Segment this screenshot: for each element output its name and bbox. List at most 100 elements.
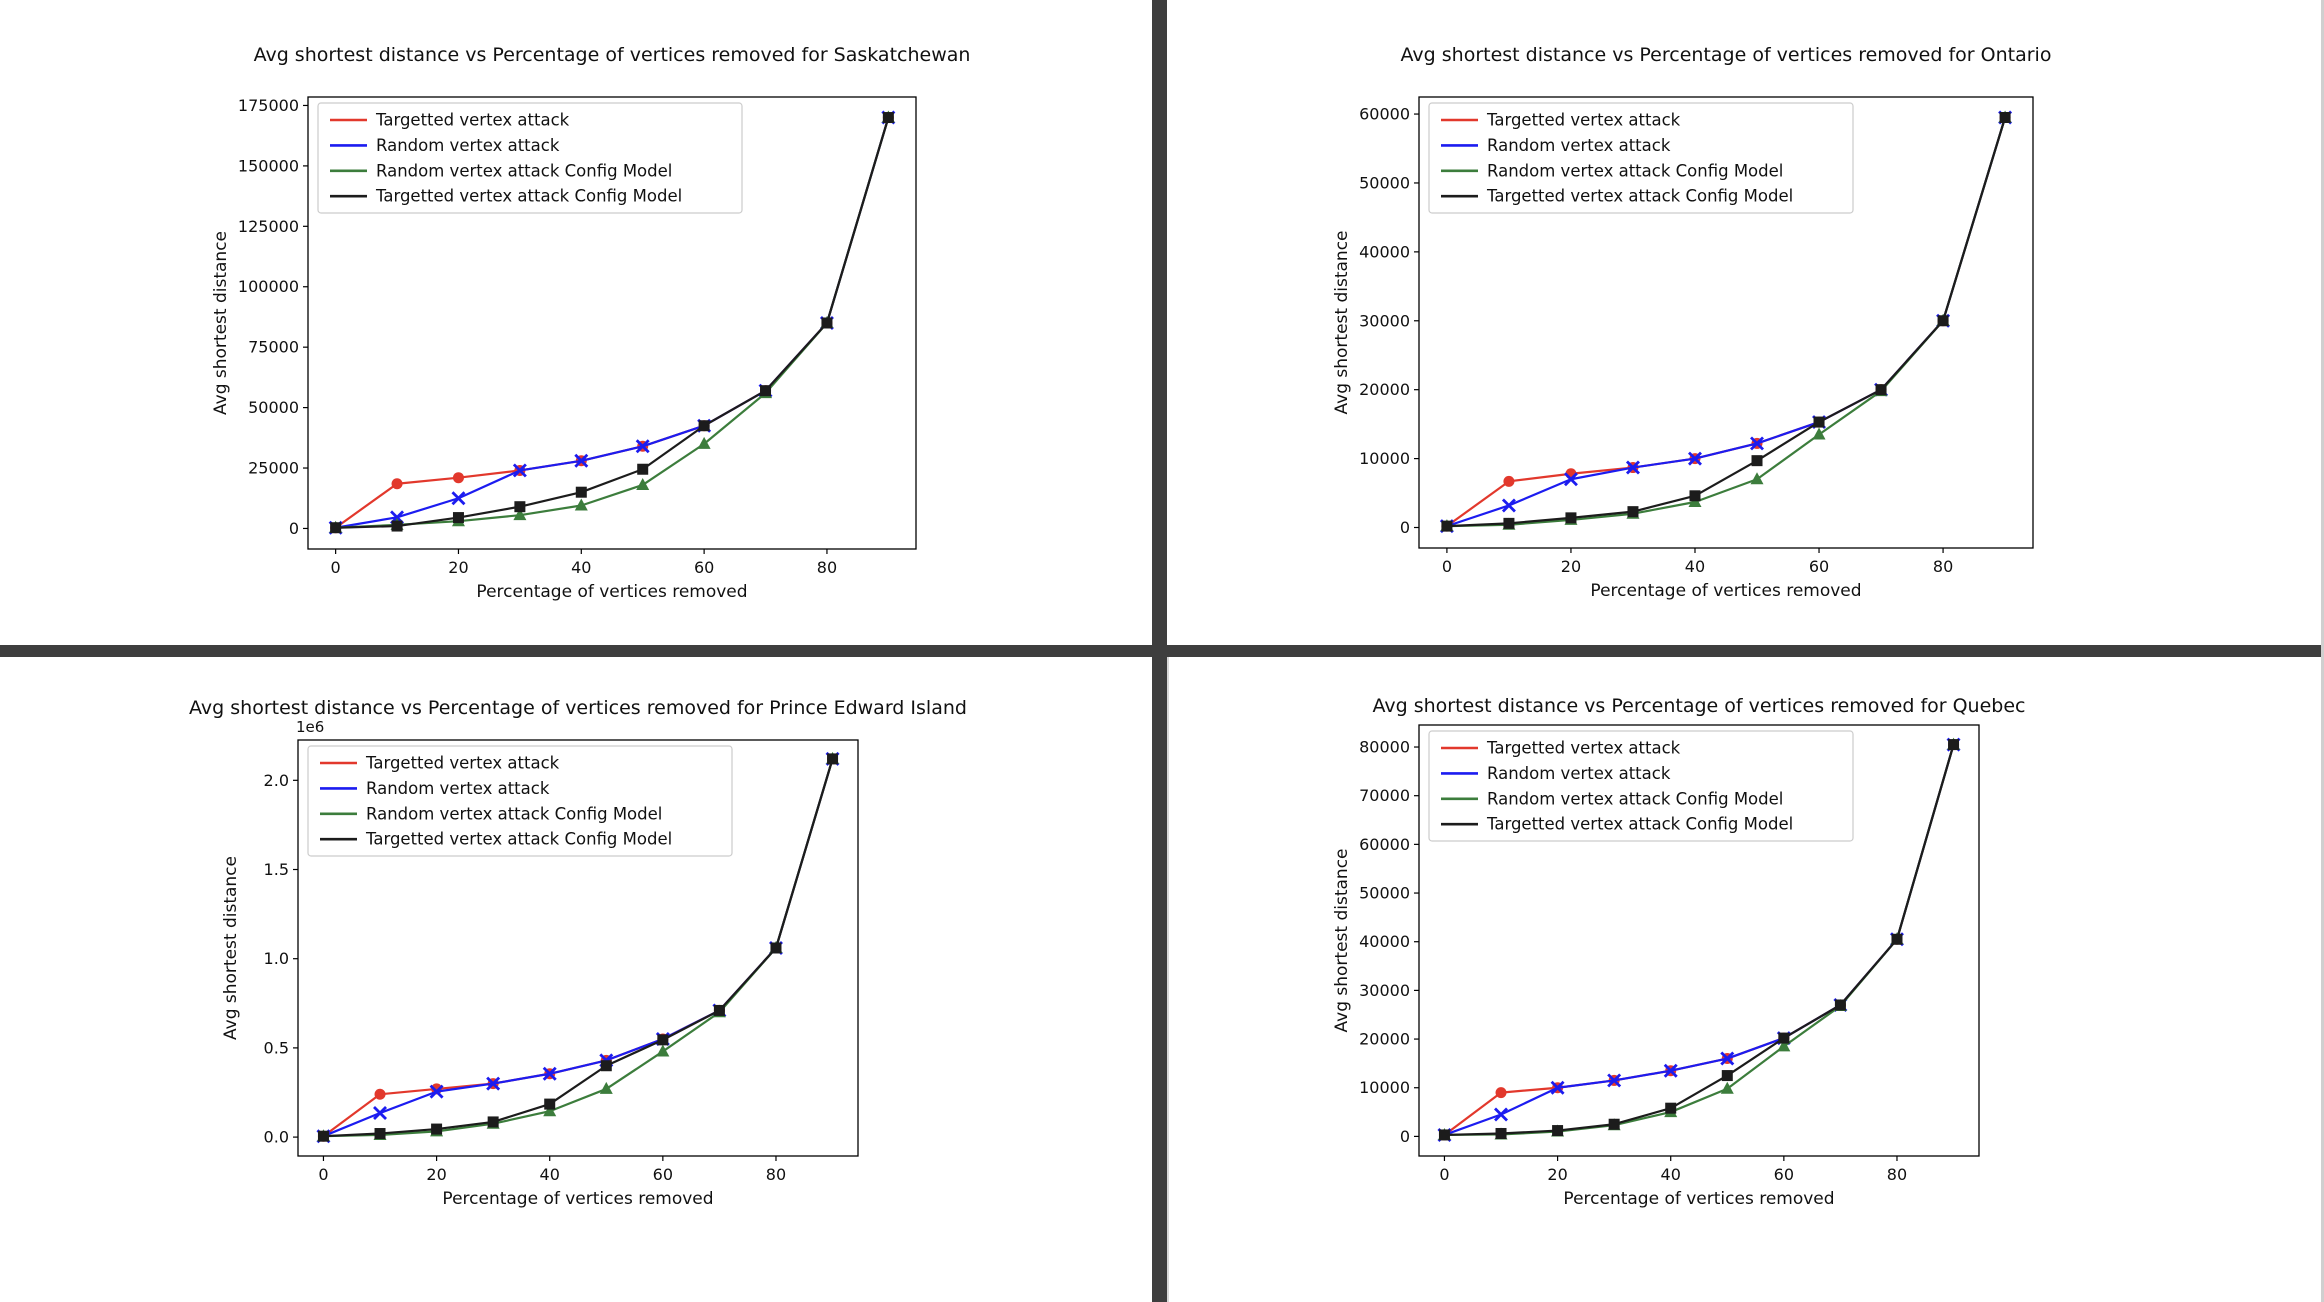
series-marker-targetted-vertex-attack-config-model bbox=[821, 317, 833, 329]
y-tick-label: 100000 bbox=[238, 277, 299, 296]
y-tick-label: 2.0 bbox=[264, 771, 289, 790]
series-marker-targetted-vertex-attack-config-model bbox=[1552, 1125, 1564, 1137]
series-marker-random-vertex-attack bbox=[512, 463, 527, 478]
y-axis-offset-label: 1e6 bbox=[296, 718, 324, 736]
y-tick-label: 30000 bbox=[1359, 311, 1410, 330]
legend-label-random-vertex-attack-config-model: Random vertex attack Config Model bbox=[1487, 789, 1783, 808]
series-marker-targetted-vertex-attack bbox=[1503, 475, 1515, 487]
series-marker-random-vertex-attack-config-model bbox=[599, 1081, 613, 1094]
x-tick-label: 40 bbox=[571, 558, 591, 577]
chart-canvas-ontario: Avg shortest distance vs Percentage of v… bbox=[1332, 44, 2051, 601]
series-marker-targetted-vertex-attack-config-model bbox=[770, 942, 782, 954]
series-marker-targetted-vertex-attack-config-model bbox=[713, 1004, 725, 1016]
series-marker-targetted-vertex-attack-config-model bbox=[1813, 416, 1825, 428]
x-tick-label: 20 bbox=[426, 1165, 446, 1184]
x-tick-label: 60 bbox=[1809, 557, 1829, 576]
x-tick-label: 60 bbox=[653, 1165, 673, 1184]
divider-edge-line bbox=[1167, 657, 1169, 1302]
legend-label-targetted-vertex-attack-config-model: Targetted vertex attack Config Model bbox=[375, 187, 682, 206]
legend-label-targetted-vertex-attack-config-model: Targetted vertex attack Config Model bbox=[365, 830, 672, 849]
y-tick-label: 25000 bbox=[248, 459, 299, 478]
series-marker-targetted-vertex-attack-config-model bbox=[544, 1098, 556, 1110]
series-targetted-vertex-attack-config-model bbox=[317, 753, 839, 1142]
chart-title: Avg shortest distance vs Percentage of v… bbox=[189, 697, 967, 719]
y-tick-label: 150000 bbox=[238, 156, 299, 175]
series-marker-targetted-vertex-attack-config-model bbox=[1689, 490, 1701, 502]
series-marker-random-vertex-attack-config-model bbox=[636, 477, 650, 490]
plot-frame bbox=[297, 739, 859, 1157]
x-tick-label: 80 bbox=[1933, 557, 1953, 576]
y-tick-label: 30000 bbox=[1359, 981, 1410, 1000]
series-marker-random-vertex-attack-config-model bbox=[1720, 1081, 1734, 1094]
series-marker-targetted-vertex-attack-config-model bbox=[698, 420, 710, 432]
legend-label-targetted-vertex-attack-config-model: Targetted vertex attack Config Model bbox=[1486, 187, 1793, 206]
series-marker-random-vertex-attack-config-model bbox=[1750, 472, 1764, 485]
series-marker-random-vertex-attack bbox=[542, 1066, 557, 1081]
series-marker-random-vertex-attack bbox=[1750, 436, 1765, 451]
chart-saskatchewan: Avg shortest distance vs Percentage of v… bbox=[0, 0, 1152, 645]
x-tick-label: 0 bbox=[331, 558, 341, 577]
legend-box bbox=[307, 745, 733, 857]
series-line-targetted-vertex-attack-config-model bbox=[323, 758, 834, 1138]
series-marker-targetted-vertex-attack bbox=[452, 472, 464, 484]
series-marker-random-vertex-attack bbox=[373, 1106, 388, 1120]
series-marker-random-vertex-attack bbox=[429, 1084, 444, 1099]
x-tick-label: 60 bbox=[694, 558, 714, 577]
x-axis-label: Percentage of vertices removed bbox=[1590, 581, 1861, 601]
series-marker-targetted-vertex-attack-config-model bbox=[827, 753, 839, 765]
series-marker-targetted-vertex-attack-config-model bbox=[431, 1123, 443, 1135]
series-marker-random-vertex-attack bbox=[1550, 1080, 1565, 1095]
screen-right-border bbox=[2321, 0, 2324, 1302]
legend-label-targetted-vertex-attack: Targetted vertex attack bbox=[1486, 739, 1681, 758]
series-marker-targetted-vertex-attack-config-model bbox=[1438, 1129, 1450, 1141]
series-marker-targetted-vertex-attack-config-model bbox=[391, 520, 403, 532]
horizontal-divider bbox=[0, 645, 2324, 657]
legend-box bbox=[1428, 102, 1854, 214]
series-marker-random-vertex-attack-config-model bbox=[543, 1104, 557, 1117]
series-marker-targetted-vertex-attack-config-model bbox=[657, 1034, 669, 1046]
x-tick-label: 0 bbox=[1439, 1165, 1449, 1184]
x-tick-label: 80 bbox=[817, 558, 837, 577]
series-line-targetted-vertex-attack-config-model bbox=[1444, 744, 1955, 1137]
y-tick-label: 20000 bbox=[1359, 1030, 1410, 1049]
series-marker-targetted-vertex-attack-config-model bbox=[1665, 1102, 1677, 1114]
series-marker-random-vertex-attack bbox=[1563, 472, 1578, 487]
y-tick-label: 0 bbox=[1400, 518, 1410, 537]
series-marker-random-vertex-attack bbox=[1687, 451, 1702, 466]
series-marker-targetted-vertex-attack-config-model bbox=[1948, 739, 1960, 751]
y-tick-label: 50000 bbox=[1359, 884, 1410, 903]
legend-box bbox=[317, 102, 743, 214]
x-tick-label: 60 bbox=[1774, 1165, 1794, 1184]
x-tick-label: 20 bbox=[448, 558, 468, 577]
chart-prince-edward-island: Avg shortest distance vs Percentage of v… bbox=[0, 657, 1152, 1302]
legend-label-random-vertex-attack: Random vertex attack bbox=[1487, 136, 1671, 155]
legend-label-random-vertex-attack-config-model: Random vertex attack Config Model bbox=[376, 161, 672, 180]
y-tick-label: 50000 bbox=[1359, 173, 1410, 192]
legend-label-random-vertex-attack-config-model: Random vertex attack Config Model bbox=[1487, 161, 1783, 180]
series-targetted-vertex-attack-config-model bbox=[1438, 739, 1960, 1141]
series-marker-targetted-vertex-attack-config-model bbox=[760, 385, 772, 397]
x-tick-label: 0 bbox=[1442, 557, 1452, 576]
series-marker-targetted-vertex-attack-config-model bbox=[374, 1128, 386, 1140]
legend-label-targetted-vertex-attack: Targetted vertex attack bbox=[365, 754, 560, 773]
plot-frame bbox=[1418, 96, 2034, 549]
series-targetted-vertex-attack-config-model bbox=[1441, 112, 2011, 532]
series-marker-targetted-vertex-attack bbox=[1495, 1087, 1507, 1099]
y-tick-label: 0 bbox=[1400, 1127, 1410, 1146]
series-marker-random-vertex-attack-config-model bbox=[1777, 1039, 1791, 1052]
x-axis-label: Percentage of vertices removed bbox=[442, 1189, 713, 1209]
legend-box bbox=[1428, 730, 1854, 842]
series-marker-random-vertex-attack bbox=[486, 1076, 501, 1091]
series-marker-targetted-vertex-attack-config-model bbox=[1778, 1032, 1790, 1044]
x-tick-label: 0 bbox=[318, 1165, 328, 1184]
series-marker-targetted-vertex-attack-config-model bbox=[1891, 933, 1903, 945]
x-tick-label: 80 bbox=[766, 1165, 786, 1184]
series-marker-targetted-vertex-attack-config-model bbox=[452, 512, 464, 524]
legend-label-random-vertex-attack-config-model: Random vertex attack Config Model bbox=[366, 804, 662, 823]
x-tick-label: 40 bbox=[1661, 1165, 1681, 1184]
series-marker-targetted-vertex-attack-config-model bbox=[1495, 1127, 1507, 1139]
series-marker-random-vertex-attack bbox=[635, 439, 650, 454]
series-marker-random-vertex-attack bbox=[1720, 1051, 1735, 1066]
